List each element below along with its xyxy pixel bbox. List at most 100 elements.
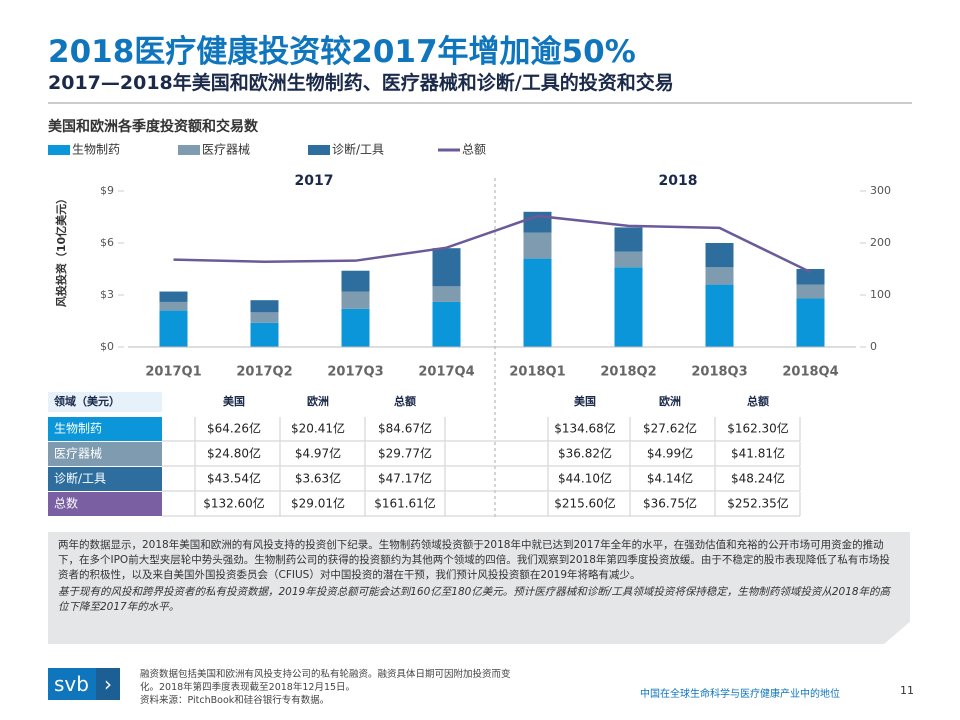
bar-segment (432, 248, 461, 287)
table-header: 总额 (747, 394, 769, 408)
note: 两年的数据显示，2018年美国和欧洲的有风投支持的投资创下纪录。生物制药领域投资… (58, 539, 890, 581)
legend-swatch (308, 145, 330, 155)
period-label: 2018 (659, 173, 698, 189)
table-cell: $36.82亿 (558, 446, 612, 461)
row-label: 生物制药 (54, 422, 102, 436)
bar-segment (159, 291, 188, 302)
bar-segment (159, 310, 188, 347)
table-cell: $20.41亿 (291, 421, 345, 436)
logo-text: svb (54, 672, 89, 696)
table-cell: $4.14亿 (647, 471, 693, 486)
table-cell: $64.26亿 (207, 421, 261, 436)
legend-swatch (48, 145, 70, 155)
table-header-bg (48, 392, 162, 412)
table-cell: $4.99亿 (647, 446, 693, 461)
legend-label: 医疗器械 (202, 142, 250, 157)
row-label-bg (48, 467, 162, 491)
y2-tick-label: 300 (870, 184, 891, 197)
bar-segment (250, 312, 279, 323)
table-cell: $252.35亿 (727, 496, 789, 511)
bar-segment (250, 322, 279, 347)
table-cell: $4.97亿 (295, 446, 341, 461)
legend-label: 诊断/工具 (332, 142, 384, 157)
table-cell: $134.68亿 (554, 421, 616, 436)
table-header: 美国 (574, 394, 596, 408)
footer-caption: 中国在全球生命科学与医疗健康产业中的地位 (640, 689, 840, 700)
note: 基于现有的风投和跨界投资者的私有投资数据，2019年投资总额可能会达到160亿至… (58, 586, 891, 613)
bar-segment (159, 301, 188, 311)
bar-segment (341, 291, 370, 309)
chart-title: 美国和欧洲各季度投资额和交易数 (48, 118, 259, 135)
bar-segment (341, 270, 370, 292)
x-tick-label: 2017Q4 (418, 365, 474, 380)
legend-label: 总额 (462, 143, 486, 157)
table-cell: $36.75亿 (643, 496, 697, 511)
y2-tick-label: 100 (870, 288, 891, 301)
page-number: 11 (900, 684, 914, 697)
total-line (173, 214, 812, 274)
table-cell: $29.77亿 (378, 446, 432, 461)
period-label: 2017 (295, 173, 334, 189)
table-cell: $24.80亿 (207, 446, 261, 461)
bar-segment (796, 298, 825, 347)
x-tick-label: 2017Q3 (327, 365, 383, 380)
table-cell: $3.63亿 (295, 471, 341, 486)
legend-swatch (178, 145, 200, 155)
table-header: 总额 (394, 394, 416, 408)
y-axis-label: 风投投资（10亿美元） (54, 193, 68, 307)
y-tick-label: $3 (100, 288, 114, 301)
row-label: 总数 (54, 496, 78, 511)
bar-segment (523, 258, 552, 347)
bar-segment (614, 251, 643, 268)
row-label: 诊断/工具 (54, 471, 106, 486)
x-tick-label: 2018Q1 (509, 365, 565, 380)
bar-segment (341, 308, 370, 347)
x-tick-label: 2017Q1 (145, 365, 201, 380)
notes: 两年的数据显示，2018年美国和欧洲的有风投支持的投资创下纪录。生物制药领域投资… (48, 532, 910, 644)
table-cell: $27.62亿 (643, 421, 697, 436)
bar-segment (523, 232, 552, 259)
bar-segment (705, 284, 734, 347)
logo: svb › (48, 668, 120, 700)
x-tick-label: 2018Q2 (600, 365, 656, 380)
footer-note: 融资数据包括美国和欧洲有风投支持公司的私有轮融资。融资具体日期可因附加投资而变化… (140, 668, 520, 707)
bar-segment (705, 267, 734, 285)
table-cell: $41.81亿 (731, 446, 785, 461)
footer-note-text: 融资数据包括美国和欧洲有风投支持公司的私有轮融资。融资具体日期可因附加投资而变化… (140, 669, 511, 693)
chart: 美国和欧洲各季度投资额和交易数 风投投资（10亿美元） 2017 2018 $0… (48, 102, 912, 518)
x-tick-label: 2018Q4 (782, 365, 838, 380)
y-tick-label: $0 (100, 340, 114, 353)
title: 2018医疗健康投资较2017年增加逾50% (48, 34, 636, 70)
table-cell: $47.17亿 (378, 471, 432, 486)
table-header: 美国 (223, 394, 245, 408)
row-label: 医疗器械 (54, 446, 102, 461)
bar-segment (705, 243, 734, 268)
row-label-bg (48, 492, 162, 516)
table-cell: $162.30亿 (727, 421, 789, 436)
bar-segment (796, 269, 825, 285)
table-cell: $215.60亿 (554, 496, 616, 511)
y2-tick-label: 0 (870, 340, 877, 353)
footer-source: 资料来源：PitchBook和硅谷银行专有数据。 (140, 695, 330, 706)
table-header: 领域（美元） (53, 394, 120, 408)
y-tick-label: $9 (100, 184, 114, 197)
table-cell: $44.10亿 (558, 471, 612, 486)
bar-segment (432, 286, 461, 302)
row-label-bg (48, 417, 162, 441)
table-header: 欧洲 (307, 394, 329, 408)
table-cell: $132.60亿 (203, 496, 265, 511)
table-header: 欧洲 (659, 394, 681, 408)
bar-segment (250, 300, 279, 313)
bar-segment (614, 227, 643, 252)
legend-label: 生物制药 (72, 143, 120, 157)
y2-tick-label: 200 (870, 236, 891, 249)
row-label-bg (48, 442, 162, 466)
x-tick-label: 2018Q3 (691, 365, 747, 380)
bar-segment (614, 267, 643, 347)
table-cell: $29.01亿 (291, 496, 345, 511)
subtitle: 2017—2018年美国和欧洲生物制药、医疗器械和诊断/工具的投资和交易 (48, 72, 674, 94)
x-tick-label: 2017Q2 (236, 365, 292, 380)
bar-segment (796, 284, 825, 299)
table-cell: $161.61亿 (374, 496, 436, 511)
